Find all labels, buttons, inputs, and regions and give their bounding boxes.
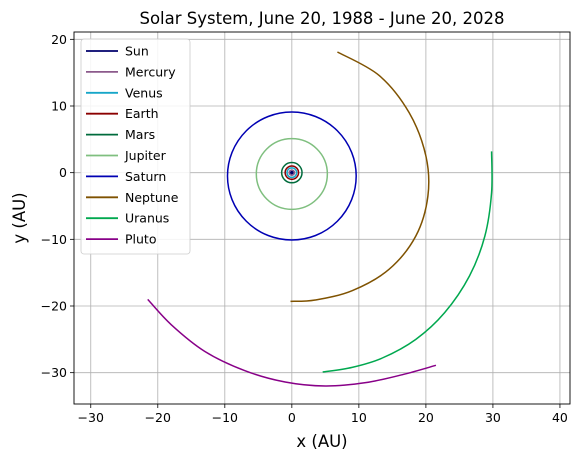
- x-axis-label: x (AU): [296, 432, 347, 451]
- series-earth-orbit: [284, 165, 300, 181]
- x-tick-label: 10: [351, 410, 367, 425]
- x-tick-label: 30: [485, 410, 501, 425]
- legend-label-pluto: Pluto: [125, 232, 156, 247]
- series-mars-orbit: [280, 161, 303, 184]
- legend-label-venus: Venus: [125, 85, 163, 100]
- legend: Sun Mercury Venus Earth Mars Jupiter Saturn Nep…: [80, 38, 191, 255]
- plot-frame: [73, 31, 571, 405]
- y-tick-label: 10: [51, 99, 67, 114]
- legend-label-earth: Earth: [125, 106, 159, 121]
- series-jupiter-orbit: [255, 137, 329, 211]
- series-pluto-path: [147, 298, 437, 387]
- x-tick-label: 40: [552, 410, 568, 425]
- legend-label-jupiter: Jupiter: [124, 148, 167, 163]
- x-tick-label: −10: [212, 410, 238, 425]
- axis-ticks: −30 −20 −10 0 10 20 30 40 −30 −20 −10 0 10 20: [41, 32, 568, 425]
- chart-title: Solar System, June 20, 1988 - June 20, 2…: [139, 9, 504, 28]
- series-uranus-path: [322, 151, 493, 373]
- legend-label-sun: Sun: [125, 44, 149, 59]
- y-tick-label: −20: [41, 299, 67, 314]
- legend-label-saturn: Saturn: [125, 169, 166, 184]
- x-tick-label: 20: [418, 410, 434, 425]
- y-tick-label: 0: [59, 165, 67, 180]
- series-neptune-path: [290, 51, 430, 303]
- legend-label-mars: Mars: [125, 127, 155, 142]
- legend-label-mercury: Mercury: [125, 64, 176, 79]
- x-tick-label: −20: [145, 410, 171, 425]
- y-tick-label: −10: [41, 232, 67, 247]
- x-tick-label: −30: [78, 410, 104, 425]
- y-tick-label: 20: [51, 32, 67, 47]
- series-venus-orbit: [286, 167, 298, 179]
- x-tick-label: 0: [288, 410, 296, 425]
- series-layer: [147, 51, 493, 387]
- legend-label-uranus: Uranus: [125, 211, 169, 226]
- series-saturn-orbit: [226, 111, 357, 241]
- legend-label-neptune: Neptune: [125, 190, 179, 205]
- series-mercury-orbit: [288, 169, 296, 177]
- series-sun-point: [290, 170, 294, 175]
- y-axis-label: y (AU): [10, 192, 29, 243]
- y-tick-label: −30: [41, 365, 67, 380]
